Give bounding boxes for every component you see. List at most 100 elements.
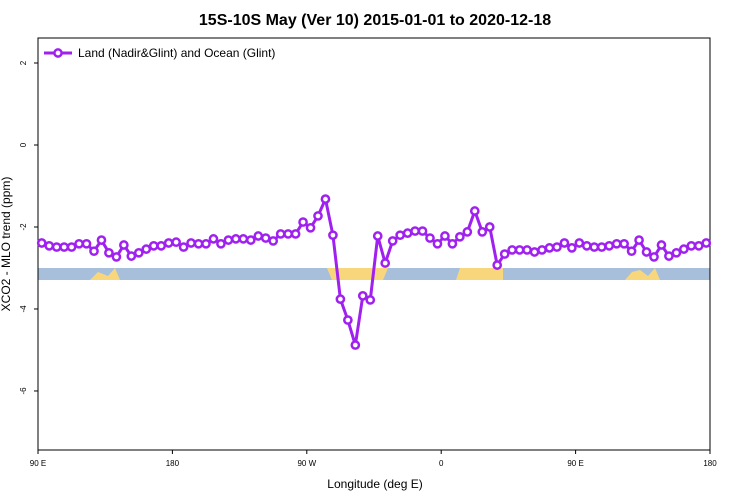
point (320, 194, 331, 204)
point (260, 233, 271, 243)
point (552, 242, 562, 252)
y-tick-label: 0 (19, 142, 28, 147)
point (649, 252, 659, 262)
point (290, 229, 301, 239)
point (313, 211, 323, 221)
point (126, 251, 137, 261)
y-tick-label: -2 (19, 223, 28, 231)
point (410, 226, 420, 236)
point (567, 243, 577, 253)
point (544, 243, 555, 253)
point (357, 291, 368, 301)
point (372, 231, 383, 241)
point (455, 231, 465, 242)
point (447, 238, 458, 249)
point (492, 260, 503, 270)
point (111, 252, 122, 262)
point (283, 229, 293, 239)
point (253, 231, 264, 241)
point (701, 238, 712, 248)
point (581, 240, 592, 251)
point (104, 247, 114, 258)
point (51, 242, 62, 252)
point (641, 247, 652, 257)
x-tick-label: 180 (166, 459, 180, 468)
point (626, 246, 637, 257)
point (365, 295, 376, 305)
point (335, 294, 346, 304)
point (133, 247, 144, 258)
chart-title: 15S-10S May (Ver 10) 2015-01-01 to 2020-… (199, 12, 551, 29)
point (589, 242, 600, 252)
point (328, 230, 338, 241)
point (432, 238, 443, 249)
point (178, 242, 189, 252)
point (59, 242, 69, 252)
point (193, 238, 204, 249)
point (74, 238, 84, 249)
point (201, 238, 211, 249)
point (387, 236, 398, 246)
point (477, 227, 488, 237)
y-tick-label: 2 (19, 60, 28, 65)
point (245, 235, 256, 245)
point (514, 245, 525, 255)
point (380, 258, 391, 268)
point (141, 244, 152, 254)
point (395, 230, 405, 241)
point (574, 238, 585, 248)
x-tick-label: 90 E (567, 459, 583, 468)
point (417, 226, 428, 236)
point (425, 233, 435, 243)
point (238, 234, 249, 244)
point (656, 240, 667, 250)
point (186, 238, 196, 248)
point (679, 244, 689, 254)
point (619, 238, 629, 249)
x-tick-label: 0 (439, 459, 444, 468)
point (462, 227, 473, 237)
point (664, 251, 674, 261)
point (96, 235, 107, 245)
point (305, 222, 316, 233)
point (36, 238, 47, 248)
point (611, 238, 622, 249)
point (81, 238, 92, 249)
point (693, 240, 704, 251)
point (208, 234, 219, 244)
point (163, 238, 174, 248)
y-axis-title: XCO2 - MLO trend (ppm) (0, 177, 13, 312)
legend-label: Land (Nadir&Glint) and Ocean (Glint) (78, 46, 275, 60)
point (89, 246, 99, 257)
point (402, 228, 413, 238)
point (119, 240, 129, 250)
point (44, 240, 55, 251)
point (522, 245, 532, 255)
x-tick-label: 90 W (297, 459, 316, 468)
point (484, 222, 495, 232)
point (507, 245, 517, 255)
point (499, 249, 510, 259)
point (634, 235, 644, 245)
legend-marker (53, 48, 63, 58)
x-axis-title: Longitude (deg E) (327, 477, 422, 491)
point (298, 217, 308, 227)
point (231, 234, 241, 244)
point (671, 247, 682, 258)
point (529, 247, 540, 257)
point (469, 206, 480, 216)
point (223, 235, 234, 245)
point (268, 236, 279, 246)
point (216, 238, 226, 249)
point (66, 242, 77, 252)
point (350, 340, 361, 350)
point (440, 231, 450, 241)
point (148, 240, 159, 251)
point (275, 229, 286, 239)
y-tick-label: -4 (19, 305, 28, 313)
point (343, 315, 353, 325)
x-tick-label: 180 (703, 459, 717, 468)
point (596, 242, 607, 252)
point (537, 245, 547, 255)
